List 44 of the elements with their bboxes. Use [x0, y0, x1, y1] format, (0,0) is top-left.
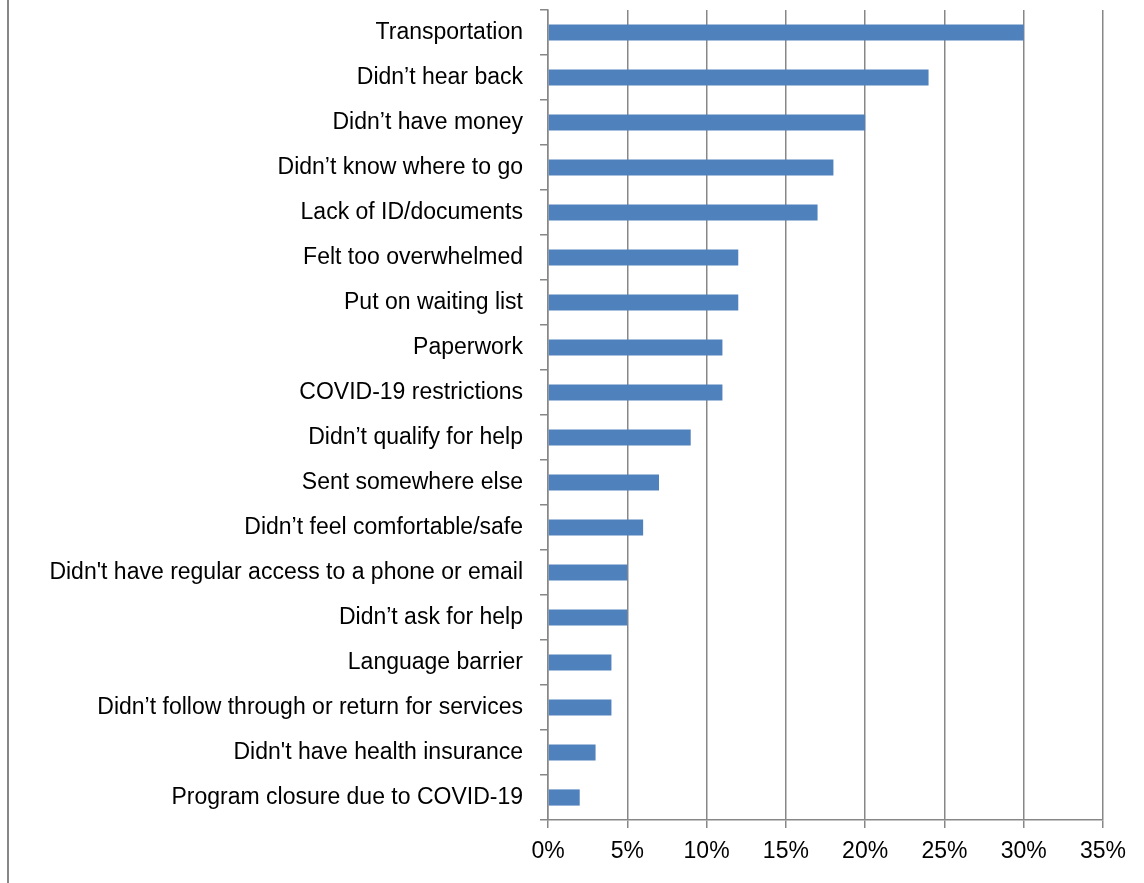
y-tick-label: Didn't have health insurance: [233, 737, 523, 764]
x-tick-label: 35%: [1079, 837, 1127, 864]
y-tick-label: Didn’t have money: [332, 107, 524, 134]
y-tick-label: Didn’t feel comfortable/safe: [244, 512, 523, 539]
y-tick-label: Paperwork: [413, 332, 524, 359]
y-tick-label: Sent somewhere else: [301, 467, 523, 494]
bar: [548, 204, 818, 221]
bar: [548, 744, 596, 761]
bar: [548, 384, 723, 401]
bar: [548, 294, 739, 311]
y-tick-label: Didn’t qualify for help: [308, 422, 523, 449]
y-tick-label: Language barrier: [347, 647, 524, 674]
y-tick-label: Didn’t know where to go: [277, 152, 523, 179]
x-tick-label: 5%: [610, 837, 644, 864]
bar: [548, 609, 628, 626]
y-tick-label: Lack of ID/documents: [300, 197, 523, 224]
bar: [548, 339, 723, 356]
y-tick-label: Didn’t follow through or return for services: [97, 692, 523, 719]
y-tick-label: Program closure due to COVID-19: [171, 782, 523, 809]
y-tick-label: COVID-19 restrictions: [299, 377, 523, 404]
bar: [548, 159, 834, 176]
y-tick-label: Didn’t ask for help: [338, 602, 523, 629]
bar: [548, 474, 659, 491]
bar: [548, 24, 1024, 41]
x-tick-label: 10%: [683, 837, 730, 864]
bar: [548, 69, 929, 86]
bar: [548, 564, 628, 581]
bar: [548, 519, 644, 536]
y-tick-label: Transportation: [375, 17, 523, 44]
bar: [548, 429, 691, 446]
x-tick-label: 15%: [762, 837, 809, 864]
x-tick-label: 0%: [531, 837, 565, 864]
bar: [548, 699, 612, 716]
y-tick-label: Felt too overwhelmed: [303, 242, 523, 269]
bar: [548, 654, 612, 671]
x-tick-label: 20%: [842, 837, 889, 864]
bar: [548, 114, 866, 131]
y-tick-label: Didn’t hear back: [356, 62, 524, 89]
x-tick-label: 25%: [921, 837, 968, 864]
bar: [548, 249, 739, 266]
bar: [548, 789, 580, 806]
x-tick-label: 30%: [1000, 837, 1047, 864]
y-tick-label: Didn't have regular access to a phone or email: [49, 557, 523, 584]
y-tick-label: Put on waiting list: [344, 287, 524, 314]
